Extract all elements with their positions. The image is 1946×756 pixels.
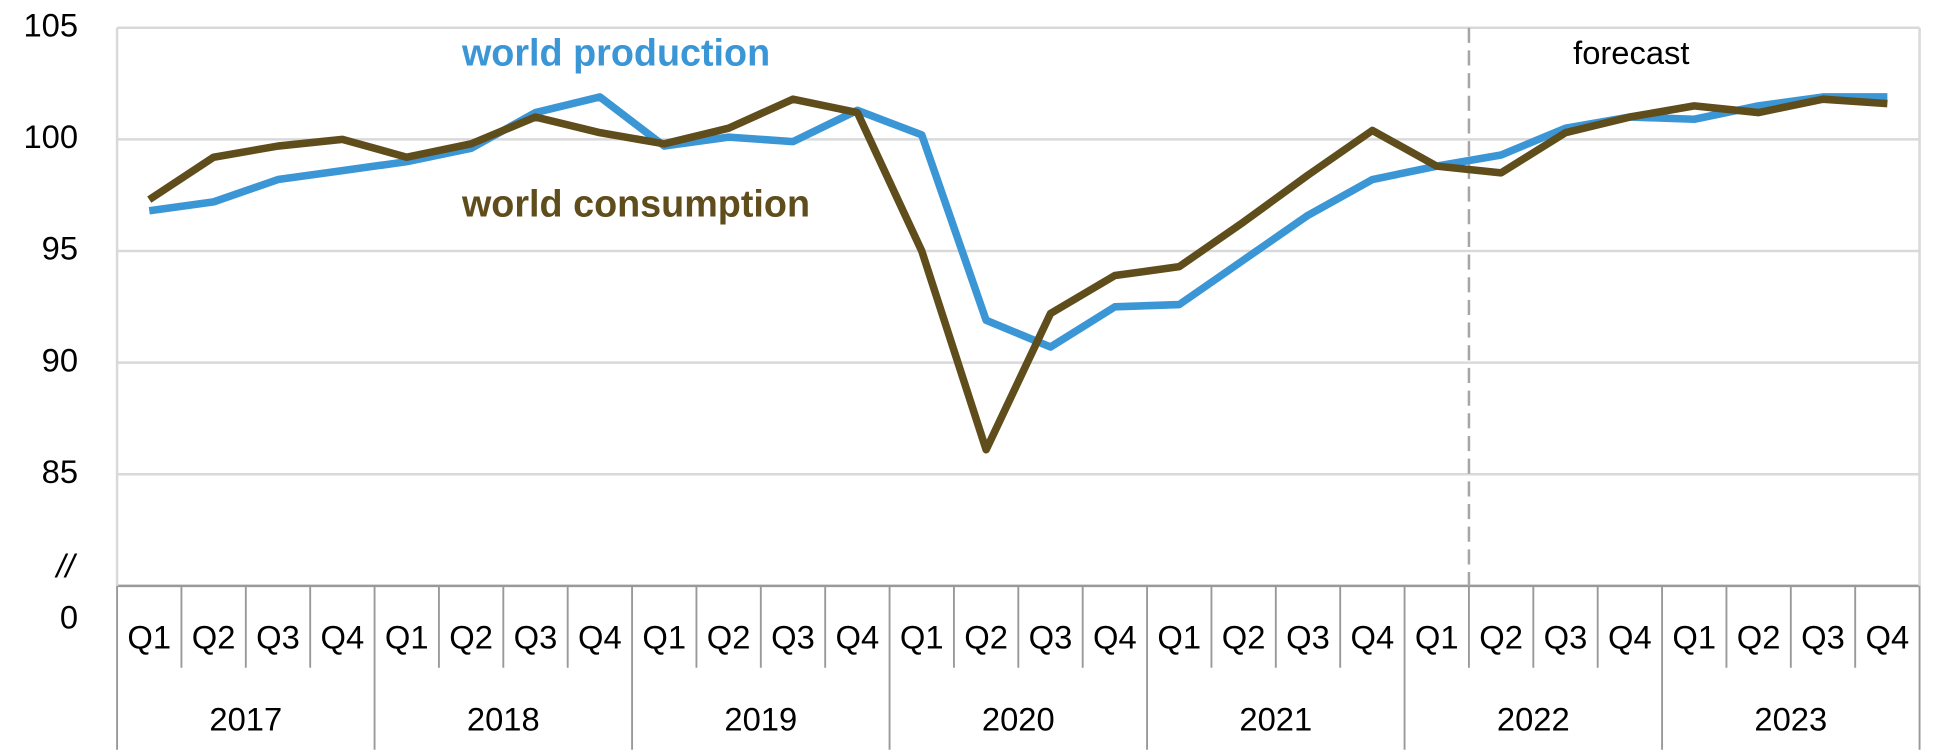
x-tick-label: Q4 [578, 619, 622, 656]
x-tick-label: Q1 [1415, 619, 1459, 656]
x-tick-label: Q3 [1801, 619, 1845, 656]
year-label: 2022 [1497, 701, 1570, 738]
x-tick-label: Q3 [1544, 619, 1588, 656]
x-tick-label: Q2 [192, 619, 236, 656]
x-tick-label: Q3 [514, 619, 558, 656]
x-tick-label: Q4 [321, 619, 365, 656]
y-tick-label: 105 [23, 6, 78, 43]
x-tick-label: Q2 [964, 619, 1008, 656]
year-label: 2017 [209, 701, 282, 738]
y-tick-label: 90 [42, 341, 78, 378]
x-tick-label: Q3 [1286, 619, 1330, 656]
series-line [148, 93, 1888, 351]
x-tick-label: Q4 [1608, 619, 1652, 656]
year-label: 2021 [1239, 701, 1312, 738]
x-tick-label: Q4 [1351, 619, 1395, 656]
year-label: 2019 [724, 701, 797, 738]
annotation: forecast [1573, 34, 1689, 71]
year-label: 2023 [1754, 701, 1827, 738]
x-tick-label: Q4 [1866, 619, 1910, 656]
x-tick-label: Q2 [449, 619, 493, 656]
year-label: 2020 [982, 701, 1055, 738]
series-label: world production [461, 32, 770, 74]
x-tick-label: Q1 [1157, 619, 1201, 656]
x-tick-label: Q2 [1479, 619, 1523, 656]
x-tick-label: Q3 [771, 619, 815, 656]
y-tick-label: 100 [23, 118, 78, 155]
x-tick-label: Q3 [1029, 619, 1073, 656]
x-tick-label: Q1 [642, 619, 686, 656]
x-tick-label: Q2 [1737, 619, 1781, 656]
x-tick-label: Q4 [836, 619, 880, 656]
x-tick-label: Q1 [385, 619, 429, 656]
series-line [147, 95, 1888, 454]
x-tick-label: Q2 [707, 619, 751, 656]
x-tick-label: Q4 [1093, 619, 1137, 656]
x-tick-label: Q1 [1672, 619, 1716, 656]
y-tick-label: 95 [42, 230, 78, 267]
y-tick-label: 0 [60, 599, 78, 636]
x-tick-label: Q1 [127, 619, 171, 656]
y-tick-label: 85 [42, 453, 78, 490]
axis-break: // [54, 547, 77, 584]
x-tick-label: Q2 [1222, 619, 1266, 656]
year-label: 2018 [467, 701, 540, 738]
x-tick-label: Q1 [900, 619, 944, 656]
series-label: world consumption [461, 184, 810, 226]
x-tick-label: Q3 [256, 619, 300, 656]
